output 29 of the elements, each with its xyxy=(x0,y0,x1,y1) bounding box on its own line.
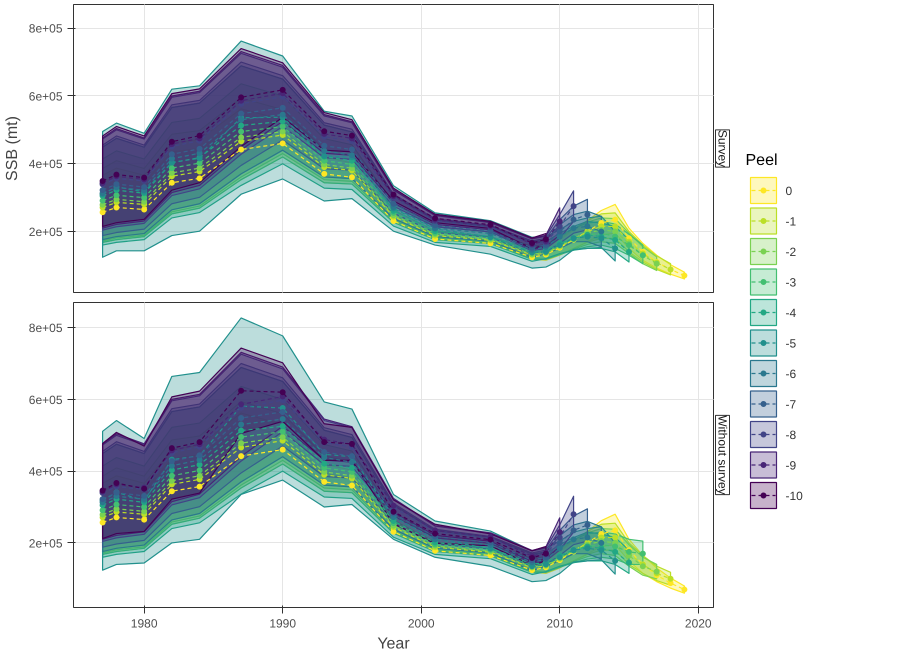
y-tick-label: 4e+05 xyxy=(28,464,63,479)
legend-label: -1 xyxy=(786,214,796,228)
x-tick-label: 1990 xyxy=(269,616,296,630)
legend-label: -4 xyxy=(786,306,796,320)
legend-label: -9 xyxy=(786,458,796,472)
x-tick-label: 2010 xyxy=(546,616,574,630)
legend-label: -8 xyxy=(786,428,796,442)
y-tick-label: 6e+05 xyxy=(28,392,63,407)
y-tick-label: 4e+05 xyxy=(28,157,63,172)
y-axis-title: SSB (mt) xyxy=(4,116,21,181)
y-tick-label: 8e+05 xyxy=(28,22,63,36)
text: Without survey xyxy=(716,415,730,495)
y-tick-label: 6e+05 xyxy=(28,89,63,104)
legend-label: -3 xyxy=(786,276,796,290)
x-tick-label: 2020 xyxy=(684,616,712,630)
legend-label: -10 xyxy=(786,489,804,503)
y-tick-label: 2e+05 xyxy=(28,225,63,240)
x-tick-label: 1980 xyxy=(130,616,158,630)
y-tick-label: 8e+05 xyxy=(28,321,63,336)
text: Survey xyxy=(716,130,730,168)
x-tick-label: 2000 xyxy=(408,616,435,630)
legend-title: Peel xyxy=(746,152,778,169)
legend-label: -7 xyxy=(786,398,796,412)
x-axis-title: Year xyxy=(377,636,410,652)
legend-label: -5 xyxy=(786,336,796,350)
legend-label: -2 xyxy=(786,245,796,259)
legend-label: 0 xyxy=(786,184,792,198)
y-tick-label: 2e+05 xyxy=(28,536,63,550)
legend-label: -6 xyxy=(786,367,796,381)
